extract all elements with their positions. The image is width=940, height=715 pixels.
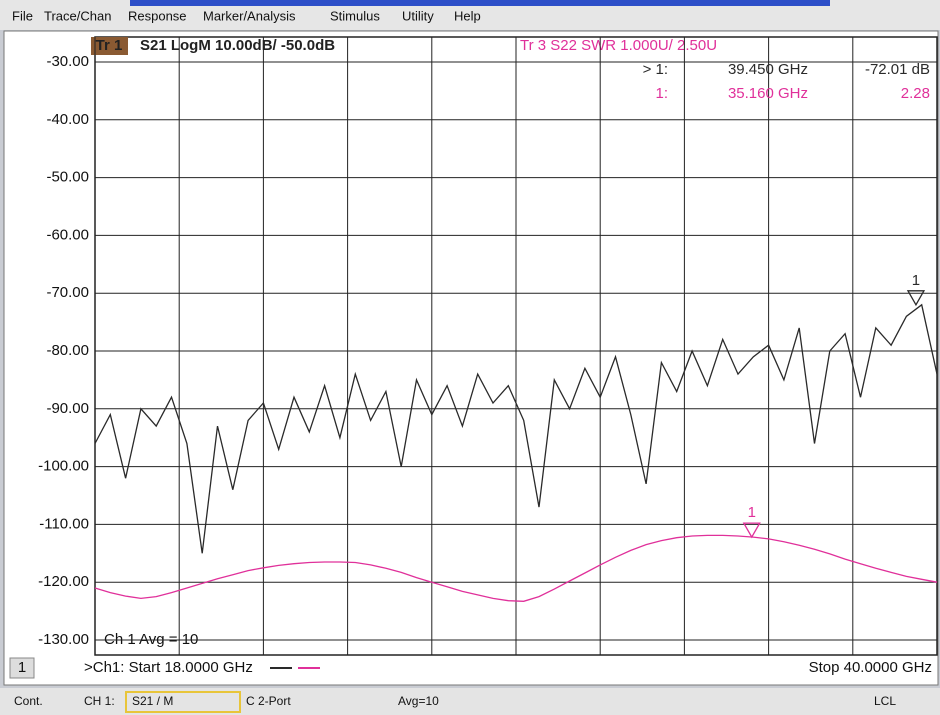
channel-tag: 1 — [18, 659, 26, 676]
y-tick-label: -70.00 — [46, 284, 89, 301]
marker-y: -72.01 dB — [865, 61, 930, 78]
marker-triangle — [742, 522, 761, 539]
y-tick-label: -90.00 — [46, 400, 89, 417]
status-item: Avg=10 — [398, 694, 439, 708]
y-tick-label: -110.00 — [39, 515, 89, 532]
menu-item[interactable]: Trace/Chan — [44, 8, 111, 23]
trace1-title: S21 LogM 10.00dB/ -50.0dB — [140, 37, 335, 54]
y-tick-label: -80.00 — [46, 342, 89, 359]
marker-y: 2.28 — [901, 85, 930, 102]
y-tick-label: -40.00 — [46, 111, 89, 128]
y-tick-label: -50.00 — [46, 169, 89, 186]
status-highlight — [125, 691, 241, 713]
avg-label: Ch 1 Avg = 10 — [104, 631, 198, 648]
marker-flag: 1 — [748, 504, 756, 521]
menu-item[interactable]: Utility — [402, 8, 434, 23]
trace-tag-box — [91, 37, 128, 55]
y-tick-label: -60.00 — [46, 226, 89, 243]
y-tick-label: -30.00 — [46, 53, 89, 70]
status-item: S21 / M — [132, 694, 173, 708]
marker-flag: 1 — [912, 272, 920, 289]
stop-label: Stop 40.0000 GHz — [809, 659, 932, 676]
menu-item[interactable]: Stimulus — [330, 8, 380, 23]
y-tick-label: -100.00 — [38, 458, 89, 475]
trace-line — [94, 534, 938, 602]
status-item: CH 1: — [84, 694, 115, 708]
status-item: C 2-Port — [246, 694, 291, 708]
trace-line — [94, 303, 938, 554]
menu-item[interactable]: Marker/Analysis — [203, 8, 296, 23]
status-item: LCL — [874, 694, 896, 708]
y-tick-label: -120.00 — [38, 573, 89, 590]
menu-item[interactable]: File — [12, 8, 33, 23]
title-strip — [130, 0, 830, 6]
menu-item[interactable]: Response — [128, 8, 187, 23]
marker-x: 35.160 GHz — [728, 85, 808, 102]
plot-window — [3, 30, 939, 686]
status-item: Cont. — [14, 694, 43, 708]
channel-box — [9, 657, 35, 679]
marker-name: 1: — [655, 85, 668, 102]
marker-name: > 1: — [643, 61, 668, 78]
start-label: >Ch1: Start 18.0000 GHz — [84, 659, 253, 676]
menu-item[interactable]: Help — [454, 8, 481, 23]
y-tick-label: -130.00 — [38, 631, 89, 648]
trace-tag: Tr 1 — [96, 37, 123, 54]
marker-x: 39.450 GHz — [728, 61, 808, 78]
trace3-title: Tr 3 S22 SWR 1.000U/ 2.50U — [520, 37, 717, 54]
marker-triangle — [906, 290, 926, 307]
